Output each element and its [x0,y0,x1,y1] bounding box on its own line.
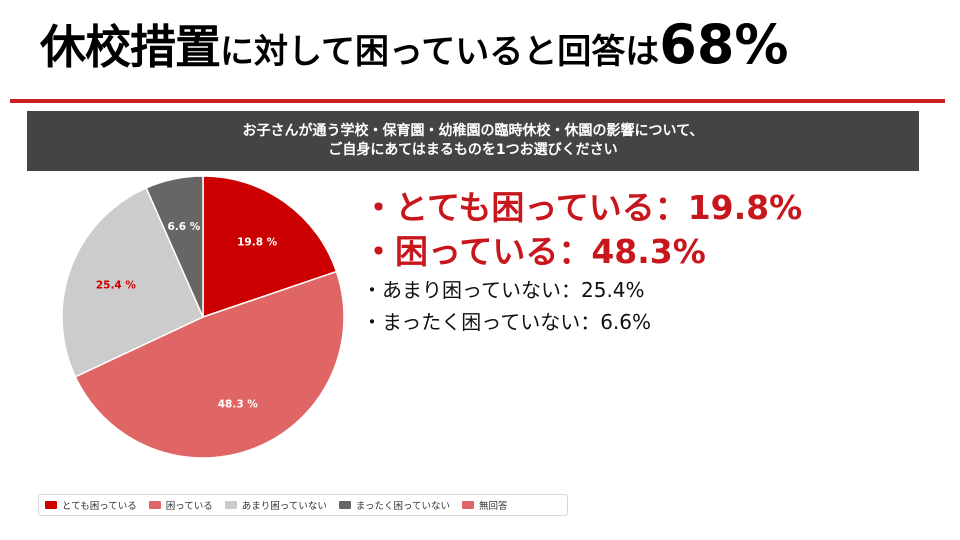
pie-slice [145,175,204,318]
legend-label: とても困っている [62,501,137,512]
legend-swatch [338,501,351,509]
legend-label: 無回答 [478,501,508,512]
slice-data-label: 48.3 % [218,398,259,410]
callout-item: ・とても困っている：19.8% [362,188,803,227]
legend-swatch [461,501,474,509]
slice-data-label: 19.8 % [237,236,278,248]
title-middle: に対して困っていると回答は [220,32,660,72]
title-underline [10,99,945,103]
callout-item: ・まったく困っていない：6.6% [362,310,652,334]
legend-swatch [148,501,161,509]
legend-swatch [224,501,237,509]
page-title: 休校措置に対して困っていると回答は68% [40,18,789,72]
pie-slice [74,270,345,459]
legend-label: 困っている [165,501,213,512]
question-banner: お子さんが通う学校・保育園・幼稚園の臨時休校・休園の影響について、 ご自身にあて… [27,111,919,171]
question-line-2: ご自身にあてはまるものを1つお選びください [328,142,618,158]
callout-item: ・あまり困っていない：25.4% [362,278,645,302]
pie-slice [202,175,338,319]
legend-item: あまり困っていない [224,498,327,512]
legend-item: とても困っている [45,498,137,512]
pie-slice [61,186,204,378]
slice-data-label: 25.4 % [96,279,137,291]
title-keyword: 休校措置 [40,20,221,74]
question-line-1: お子さんが通う学校・保育園・幼稚園の臨時休校・休園の影響について、 [242,123,704,139]
chart-legend: とても困っている 困っている あまり困っていない まったく困っていない 無回答 [38,494,568,516]
legend-item: まったく困っていない [338,498,450,512]
legend-item: 無回答 [461,498,508,512]
slice-data-label: 6.6 % [167,221,200,233]
legend-label: あまり困っていない [241,501,327,512]
callout-item: ・困っている：48.3% [362,232,706,271]
pie-chart: 19.8 % 48.3 % 25.4 % 6.6 % [61,175,345,459]
callout-list: ・とても困っている：19.8% ・困っている：48.3% ・あまり困っていない：25… [362,186,802,338]
title-percentage: 68% [659,13,789,76]
legend-label: まったく困っていない [355,501,450,512]
legend-item: 困っている [148,498,213,512]
legend-swatch [45,501,57,509]
